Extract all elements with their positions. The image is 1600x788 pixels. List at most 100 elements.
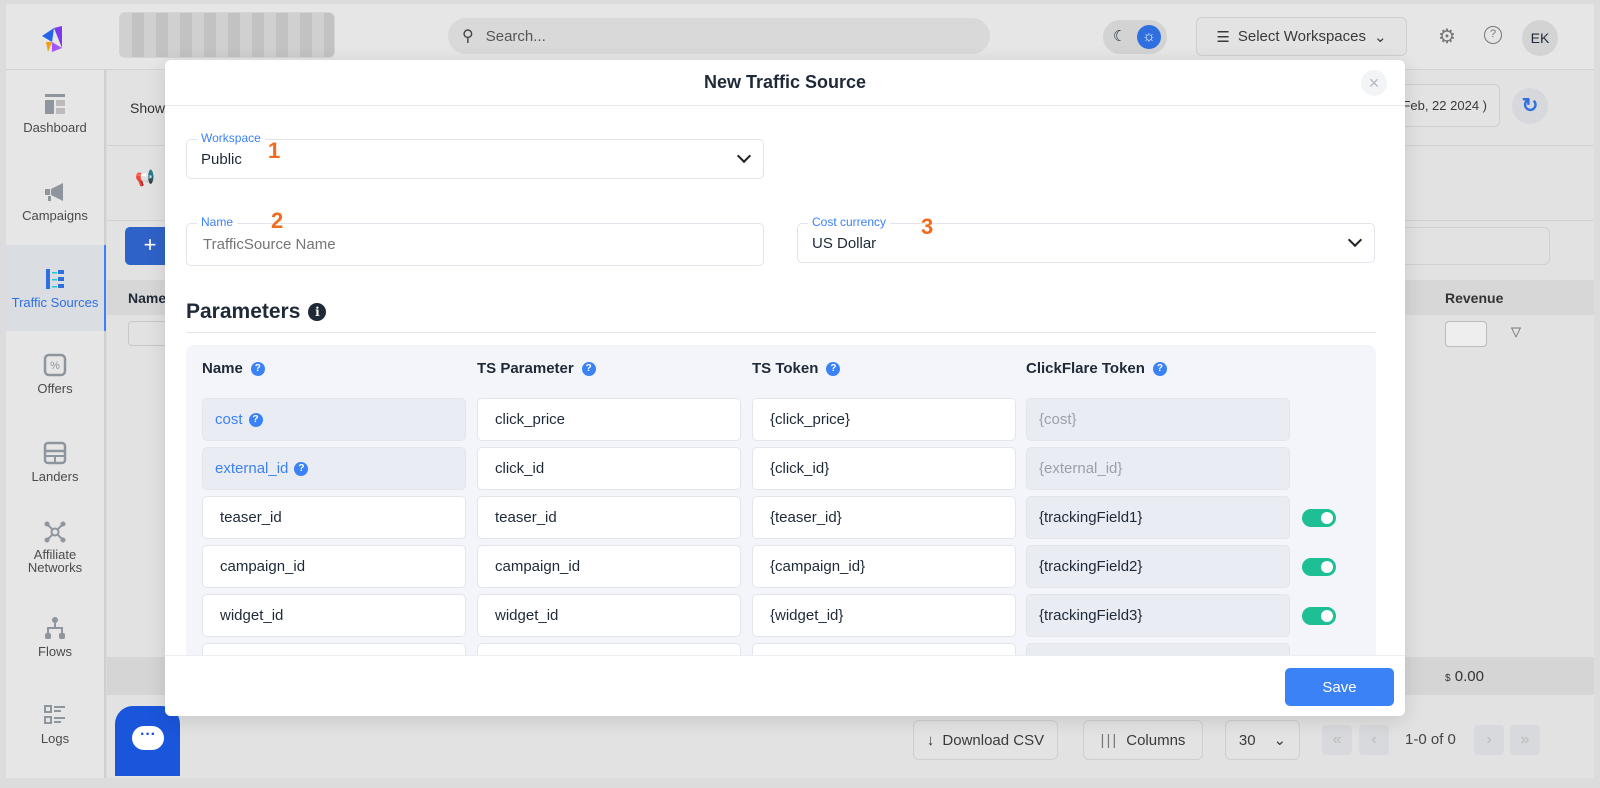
- workspace-label: Workspace: [197, 131, 265, 145]
- param-name-input[interactable]: teaser_id: [202, 496, 466, 539]
- sidebar-item-label: Affiliate Networks: [27, 547, 83, 575]
- page-size-value: 30: [1238, 731, 1256, 749]
- help-icon[interactable]: ?: [581, 361, 596, 376]
- parameters-heading: Parameters i: [186, 300, 327, 324]
- dashboard-icon: [45, 94, 65, 114]
- ts-parameter-input[interactable]: teaser_id: [477, 496, 741, 539]
- flow-icon: [45, 617, 65, 639]
- help-icon[interactable]: ?: [248, 412, 263, 427]
- top-bar: ⚲ Search... ☾ ☼ ☰ Select Workspaces ⌄ ⚙ …: [6, 4, 1594, 70]
- offer-icon: %: [43, 353, 67, 377]
- sidebar-item-label: Offers: [37, 381, 73, 396]
- chevron-down-icon: [1347, 232, 1363, 248]
- columns-button[interactable]: ||| Columns: [1083, 720, 1203, 760]
- help-icon[interactable]: ?: [1152, 361, 1167, 376]
- first-page-button[interactable]: «: [1322, 725, 1352, 755]
- refresh-button[interactable]: ↻: [1512, 88, 1548, 124]
- avatar[interactable]: EK: [1522, 20, 1558, 56]
- column-header-revenue[interactable]: Revenue: [1445, 290, 1504, 306]
- sidebar-item-campaigns[interactable]: Campaigns: [6, 180, 104, 223]
- sidebar-item-label: Flows: [38, 644, 72, 659]
- ts-token-input[interactable]: {click_id}: [752, 447, 1016, 490]
- date-range-button[interactable]: Feb, 22 2024 ): [1397, 84, 1500, 127]
- sidebar-item-logs[interactable]: Logs: [6, 703, 104, 746]
- next-page-button[interactable]: ›: [1474, 725, 1504, 755]
- ts-token-input[interactable]: {widget_id}: [752, 594, 1016, 637]
- name-field[interactable]: Name: [186, 215, 764, 266]
- table-search-input[interactable]: [1397, 227, 1550, 265]
- ts-parameter-input[interactable]: click_price: [477, 398, 741, 441]
- sidebar-item-landers[interactable]: Landers: [6, 441, 104, 484]
- column-header-name: Name?: [202, 360, 265, 377]
- pagination-label: 1-0 of 0: [1405, 731, 1456, 748]
- sun-icon[interactable]: ☼: [1137, 25, 1161, 49]
- workspace-value: Public: [201, 151, 242, 168]
- column-header-ts-parameter: TS Parameter?: [477, 360, 596, 377]
- cost-currency-value: US Dollar: [812, 235, 877, 252]
- ts-token-input[interactable]: {campaign_id}: [752, 545, 1016, 588]
- help-icon[interactable]: ?: [294, 461, 309, 476]
- show-label: Show: [130, 100, 166, 116]
- blurred-account-selector[interactable]: [119, 12, 335, 58]
- name-input[interactable]: [203, 236, 743, 253]
- sidebar-item-dashboard[interactable]: Dashboard: [6, 92, 104, 135]
- theme-toggle[interactable]: ☾ ☼: [1103, 20, 1167, 54]
- prev-page-button[interactable]: ‹: [1359, 725, 1389, 755]
- sidebar-item-offers[interactable]: % Offers: [6, 353, 104, 396]
- divider: [186, 332, 1376, 333]
- name-filter-input[interactable]: [128, 321, 168, 346]
- chevron-down-icon: [736, 148, 752, 164]
- app-logo: [42, 26, 62, 52]
- help-icon[interactable]: ?: [826, 361, 841, 376]
- network-icon: [44, 521, 66, 543]
- ts-token-input[interactable]: {click_price}: [752, 398, 1016, 441]
- moon-icon[interactable]: ☾: [1113, 28, 1127, 45]
- select-workspaces-button[interactable]: ☰ Select Workspaces ⌄: [1196, 17, 1407, 56]
- clickflare-token-field: {trackingField3}: [1026, 594, 1290, 637]
- info-icon[interactable]: i: [308, 303, 327, 321]
- sidebar-item-label: Landers: [31, 469, 79, 484]
- ts-token-input[interactable]: {teaser_id}: [752, 496, 1016, 539]
- annotation-3: 3: [921, 214, 934, 239]
- tracking-toggle[interactable]: [1302, 607, 1336, 625]
- search-input[interactable]: ⚲ Search...: [448, 18, 990, 54]
- revenue-filter-input[interactable]: [1445, 321, 1487, 347]
- cost-currency-label: Cost currency: [808, 215, 891, 229]
- ts-parameter-input[interactable]: campaign_id: [477, 545, 741, 588]
- tracking-toggle[interactable]: [1302, 509, 1336, 527]
- ts-parameter-input[interactable]: click_id: [477, 447, 741, 490]
- page-size-select[interactable]: 30 ⌄: [1225, 720, 1300, 760]
- sidebar-item-flows[interactable]: Flows: [6, 616, 104, 659]
- help-icon[interactable]: ?: [250, 361, 265, 376]
- ts-parameter-input[interactable]: widget_id: [477, 594, 741, 637]
- save-button[interactable]: Save: [1285, 668, 1394, 706]
- sidebar-item-traffic-sources[interactable]: Traffic Sources: [6, 245, 106, 331]
- total-revenue: 0.00: [1454, 668, 1484, 685]
- sidebar-item-label: Traffic Sources: [11, 295, 99, 310]
- clickflare-token-field: {external_id}: [1026, 447, 1290, 490]
- search-placeholder: Search...: [485, 27, 546, 45]
- last-page-button[interactable]: »: [1510, 725, 1540, 755]
- column-header-name[interactable]: Name: [128, 290, 167, 306]
- modal-footer: Save: [165, 655, 1405, 716]
- filter-icon[interactable]: ▽: [1511, 324, 1521, 339]
- sidebar-item-label: Logs: [40, 731, 70, 746]
- tracking-toggle[interactable]: [1302, 558, 1336, 576]
- help-icon[interactable]: ?: [1484, 26, 1502, 44]
- cost-currency-select[interactable]: Cost currency US Dollar: [797, 215, 1375, 263]
- chevron-down-icon: ⌄: [1373, 28, 1387, 46]
- modal-title: New Traffic Source: [165, 60, 1405, 106]
- param-name-input: cost?: [202, 398, 466, 441]
- chat-widget-button[interactable]: ···: [115, 706, 180, 776]
- param-name-input[interactable]: widget_id: [202, 594, 466, 637]
- lander-icon: [43, 441, 67, 465]
- workspace-select[interactable]: Workspace Public: [186, 131, 764, 179]
- currency-symbol: $: [1445, 673, 1451, 684]
- param-name-input[interactable]: campaign_id: [202, 545, 466, 588]
- column-label: TS Parameter: [477, 360, 574, 377]
- annotation-2: 2: [271, 208, 284, 233]
- download-csv-button[interactable]: ↓ Download CSV: [913, 720, 1058, 760]
- sidebar-item-affiliate-networks[interactable]: Affiliate Networks: [6, 520, 104, 574]
- close-icon[interactable]: ×: [1361, 70, 1387, 96]
- gear-icon[interactable]: ⚙: [1438, 26, 1456, 48]
